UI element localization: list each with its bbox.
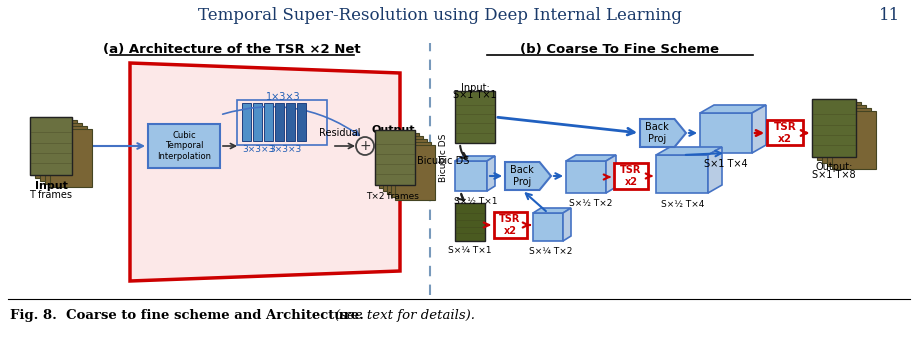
- Bar: [494, 212, 527, 238]
- Bar: [275, 103, 284, 141]
- Text: S×¼ T×1: S×¼ T×1: [448, 246, 492, 255]
- Polygon shape: [700, 105, 766, 113]
- Bar: [767, 120, 803, 145]
- Text: 3×3×3: 3×3×3: [241, 144, 274, 154]
- Bar: [30, 117, 72, 175]
- Polygon shape: [566, 155, 616, 161]
- Polygon shape: [752, 105, 766, 153]
- Text: 11: 11: [879, 7, 900, 24]
- Bar: [822, 105, 866, 163]
- Text: S×1 T×4: S×1 T×4: [704, 159, 748, 169]
- Text: (see text for details).: (see text for details).: [335, 309, 475, 322]
- Text: Output: Output: [371, 125, 415, 135]
- Bar: [50, 129, 92, 187]
- Text: TSR
x2: TSR x2: [774, 122, 797, 144]
- Text: Temporal Super-Resolution using Deep Internal Learning: Temporal Super-Resolution using Deep Int…: [198, 7, 682, 24]
- Polygon shape: [640, 119, 686, 147]
- Bar: [817, 102, 861, 160]
- Bar: [148, 124, 220, 168]
- Bar: [375, 130, 415, 185]
- Text: (b) Coarse To Fine Scheme: (b) Coarse To Fine Scheme: [521, 42, 720, 55]
- Text: S×½ T×2: S×½ T×2: [569, 199, 612, 208]
- Bar: [30, 117, 72, 175]
- Bar: [812, 99, 856, 157]
- Text: TSR
x2: TSR x2: [621, 165, 642, 187]
- Polygon shape: [563, 208, 571, 241]
- Polygon shape: [455, 156, 495, 161]
- Bar: [379, 133, 419, 188]
- Bar: [455, 203, 485, 241]
- Polygon shape: [606, 155, 616, 193]
- Text: 1×3×3: 1×3×3: [265, 92, 300, 102]
- Bar: [395, 145, 435, 200]
- Bar: [375, 130, 415, 185]
- Bar: [237, 100, 327, 145]
- Text: Input: Input: [35, 181, 67, 191]
- Bar: [827, 108, 871, 166]
- Bar: [455, 161, 487, 191]
- Polygon shape: [505, 162, 551, 190]
- Text: 3×3×3: 3×3×3: [269, 144, 301, 154]
- Text: S×1 T×8: S×1 T×8: [812, 170, 856, 180]
- Bar: [700, 113, 752, 153]
- Text: Back
Proj: Back Proj: [645, 122, 669, 144]
- Text: T×2 frames: T×2 frames: [366, 192, 420, 201]
- Bar: [383, 136, 423, 191]
- Polygon shape: [708, 147, 722, 193]
- Text: Bicubic DS: Bicubic DS: [417, 156, 469, 166]
- Text: S×½ T×4: S×½ T×4: [661, 200, 705, 209]
- Polygon shape: [130, 63, 400, 281]
- Text: +: +: [359, 139, 371, 153]
- Text: Cubic
Temporal
Interpolation: Cubic Temporal Interpolation: [157, 131, 211, 161]
- Bar: [45, 126, 87, 184]
- Text: S×½ T×1: S×½ T×1: [454, 197, 498, 206]
- Bar: [387, 139, 427, 194]
- Bar: [566, 161, 606, 193]
- Bar: [832, 111, 876, 169]
- Bar: [812, 99, 856, 157]
- Text: (a) Architecture of the TSR ×2 Net: (a) Architecture of the TSR ×2 Net: [103, 42, 361, 55]
- Bar: [35, 120, 77, 178]
- Bar: [614, 163, 648, 189]
- Text: Input:: Input:: [461, 83, 489, 93]
- Bar: [286, 103, 295, 141]
- Polygon shape: [656, 147, 722, 155]
- Text: S×¼ T×2: S×¼ T×2: [530, 247, 573, 256]
- Text: TSR
x2: TSR x2: [499, 214, 521, 236]
- Bar: [40, 123, 82, 181]
- Text: T frames: T frames: [29, 190, 73, 200]
- Bar: [264, 103, 273, 141]
- Polygon shape: [487, 156, 495, 191]
- Text: Fig. 8.  Coarse to fine scheme and Architecture.: Fig. 8. Coarse to fine scheme and Archit…: [10, 309, 364, 322]
- Text: Output:: Output:: [815, 162, 853, 172]
- Bar: [455, 91, 495, 143]
- Bar: [253, 103, 262, 141]
- Bar: [391, 142, 431, 197]
- Text: S×1 T×1: S×1 T×1: [453, 90, 497, 100]
- Bar: [242, 103, 251, 141]
- Bar: [297, 103, 306, 141]
- Bar: [656, 155, 708, 193]
- Text: Back
Proj: Back Proj: [510, 165, 534, 187]
- Text: Residual: Residual: [319, 128, 361, 138]
- Polygon shape: [533, 208, 571, 213]
- Bar: [533, 213, 563, 241]
- Text: Bicubic DS: Bicubic DS: [439, 134, 447, 182]
